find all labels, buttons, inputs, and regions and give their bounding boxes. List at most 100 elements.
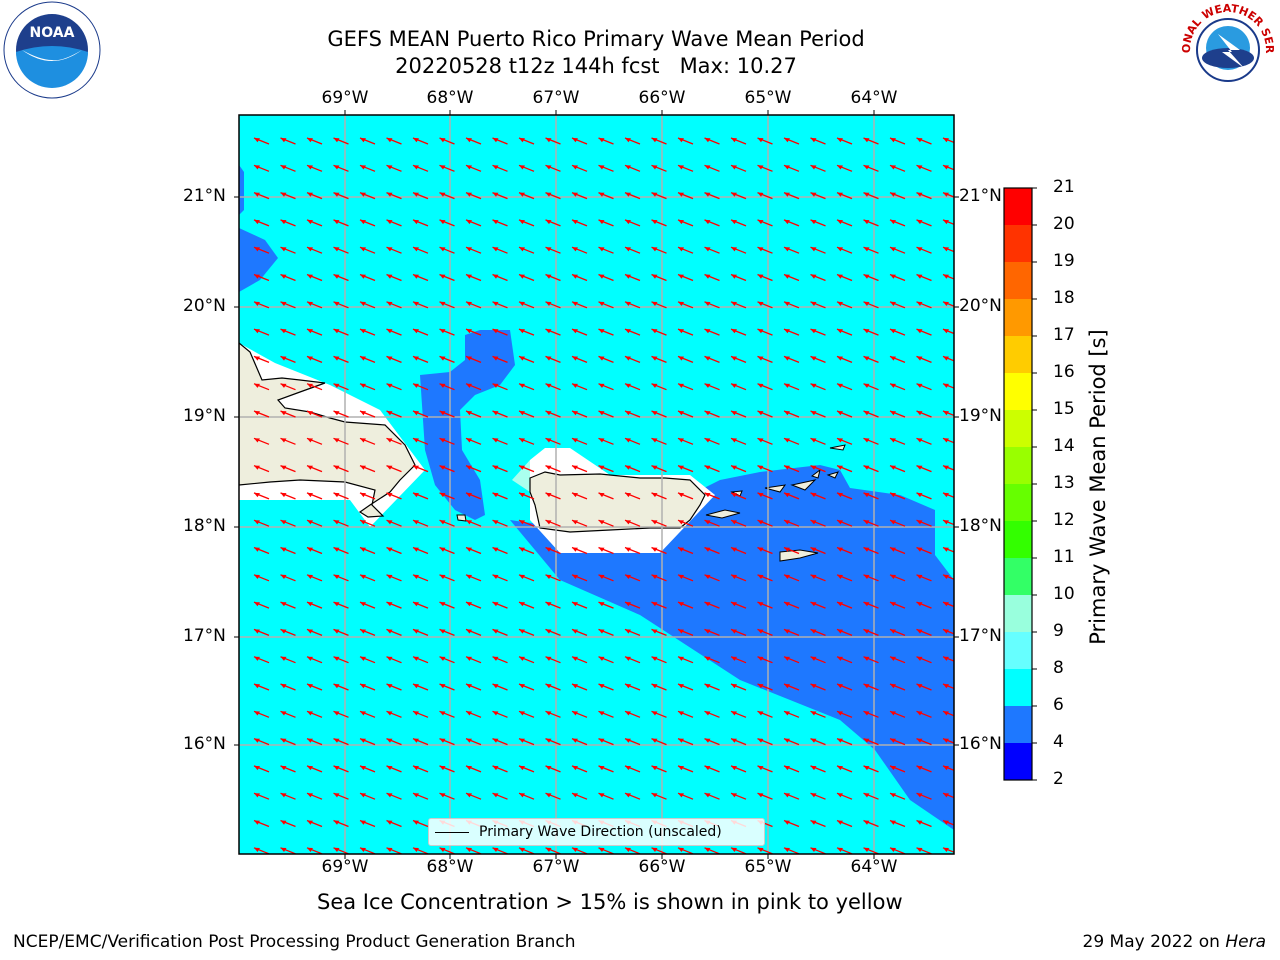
wave-arrow <box>333 628 349 637</box>
wave-arrow <box>492 601 508 609</box>
wave-arrow <box>624 656 641 664</box>
wave-arrow <box>598 164 614 172</box>
legend-label: Primary Wave Direction (unscaled) <box>479 824 722 840</box>
wave-arrow <box>942 710 954 717</box>
wave-arrow <box>280 437 296 445</box>
wave-arrow <box>598 601 614 609</box>
wave-arrow <box>810 683 826 691</box>
wave-arrow <box>518 792 535 800</box>
wave-arrow <box>306 437 323 445</box>
wave-arrow <box>465 628 482 637</box>
wave-arrow <box>359 628 376 637</box>
wave-arrow <box>836 464 853 473</box>
colorbar-tick-label: 9 <box>1053 621 1064 641</box>
wave-arrow <box>916 164 932 172</box>
wave-arrow <box>810 246 826 254</box>
wave-arrow <box>836 792 853 800</box>
wave-arrow <box>757 847 773 854</box>
wave-arrow <box>651 519 667 527</box>
wave-arrow <box>465 355 482 364</box>
wave-arrow <box>863 574 879 582</box>
period-4-6-region-edge <box>239 165 244 215</box>
wave-arrow <box>942 737 954 744</box>
colorbar-tick-label: 2 <box>1053 769 1064 789</box>
wave-arrow <box>571 683 588 691</box>
wave-arrow <box>942 191 954 198</box>
wave-arrow <box>598 656 614 664</box>
wave-arrow <box>651 355 667 364</box>
wave-arrow <box>916 765 932 773</box>
wave-arrow <box>704 301 720 309</box>
wave-arrow <box>412 437 429 445</box>
wave-arrow <box>598 191 614 200</box>
wave-arrow <box>359 464 376 473</box>
wave-arrow <box>386 574 402 582</box>
wave-arrow <box>942 164 954 171</box>
land-mona <box>456 514 467 522</box>
wave-arrow <box>253 792 270 800</box>
wave-arrow <box>359 546 376 555</box>
wave-arrow <box>492 246 508 254</box>
wave-arrow <box>783 437 800 445</box>
colorbar-segment <box>1004 188 1032 226</box>
wave-arrow <box>942 519 954 526</box>
wave-arrow <box>942 546 954 553</box>
wave-arrow <box>492 191 508 200</box>
wave-arrow <box>783 546 800 555</box>
wave-arrow <box>810 492 826 500</box>
wave-arrow <box>863 819 879 828</box>
wave-arrow <box>624 574 641 582</box>
wave-arrow <box>359 355 376 364</box>
wave-arrow <box>359 710 376 718</box>
colorbar-tick-label: 10 <box>1053 584 1075 604</box>
wave-arrow <box>863 273 879 282</box>
wave-arrow <box>306 765 323 773</box>
wave-arrow <box>942 219 954 226</box>
lon-label-bottom: 66°W <box>638 857 686 877</box>
wave-arrow <box>571 219 588 227</box>
wave-arrow <box>306 191 323 200</box>
wave-arrow <box>704 219 720 227</box>
wave-arrow <box>836 383 853 391</box>
wave-arrow <box>598 301 614 309</box>
wave-arrow <box>863 737 879 746</box>
wave-arrow <box>306 574 323 582</box>
wave-arrow <box>333 656 349 664</box>
wave-arrow <box>439 328 455 336</box>
wave-arrow <box>359 219 376 227</box>
wave-arrow <box>386 410 402 418</box>
wave-arrow <box>571 328 588 336</box>
wave-arrow <box>942 328 954 335</box>
wave-arrow <box>545 492 561 500</box>
wave-arrow <box>704 355 720 364</box>
wave-arrow <box>545 519 561 527</box>
wave-arrow <box>677 601 694 609</box>
wave-arrow <box>280 792 296 800</box>
lon-label-top: 64°W <box>850 88 898 108</box>
nws-logo: NATIONAL WEATHER SERVICE <box>1178 0 1276 98</box>
wave-arrow <box>916 737 932 746</box>
wave-arrow <box>518 355 535 364</box>
wave-arrow <box>730 656 747 664</box>
wave-arrow <box>783 519 800 527</box>
wave-arrow <box>306 519 323 527</box>
wave-arrow <box>730 683 747 691</box>
wave-arrow <box>359 164 376 172</box>
wave-arrow <box>757 246 773 254</box>
wave-arrow <box>942 410 954 417</box>
wave-arrow <box>889 546 906 555</box>
wave-arrow <box>889 574 906 582</box>
wave-arrow <box>333 164 349 172</box>
wave-arrow <box>571 546 588 555</box>
wave-arrow <box>942 355 954 362</box>
wave-arrow <box>863 628 879 637</box>
wave-arrow <box>386 765 402 773</box>
wave-arrow <box>942 246 954 253</box>
wave-arrow <box>810 656 826 664</box>
wave-arrow <box>439 574 455 582</box>
wave-arrow <box>492 410 508 418</box>
wave-arrow <box>306 601 323 609</box>
wave-arrow <box>783 164 800 172</box>
wave-arrow <box>465 656 482 664</box>
